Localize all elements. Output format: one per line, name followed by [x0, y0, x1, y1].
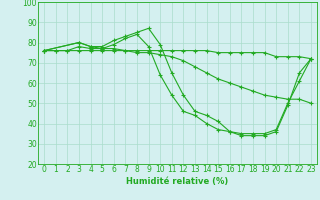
- X-axis label: Humidité relative (%): Humidité relative (%): [126, 177, 229, 186]
